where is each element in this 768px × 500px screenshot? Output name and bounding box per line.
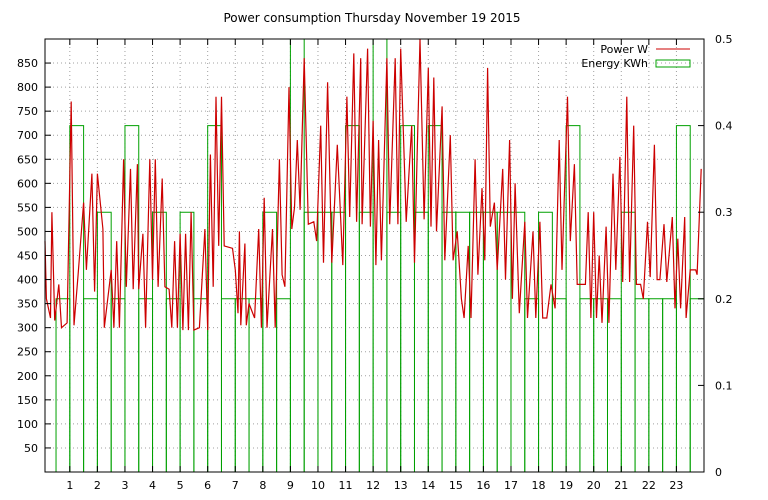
energy-bar — [276, 298, 291, 472]
y2-tick-label: 0.1 — [715, 379, 733, 392]
y-tick-label: 250 — [17, 346, 38, 359]
y-tick-label: 350 — [17, 298, 38, 311]
x-tick-label: 22 — [642, 479, 656, 492]
y2-tick-label: 0.3 — [715, 206, 733, 219]
y-tick-label: 100 — [17, 418, 38, 431]
x-tick-label: 20 — [587, 479, 601, 492]
x-tick-label: 21 — [614, 479, 628, 492]
y-tick-label: 200 — [17, 370, 38, 383]
legend-label-energy: Energy KWh — [581, 57, 648, 70]
x-tick-label: 13 — [394, 479, 408, 492]
x-tick-label: 17 — [504, 479, 518, 492]
y-tick-label: 300 — [17, 322, 38, 335]
x-tick-label: 14 — [421, 479, 435, 492]
y-tick-label: 850 — [17, 57, 38, 70]
x-tick-label: 11 — [339, 479, 353, 492]
legend: Power W Energy KWh — [581, 43, 691, 70]
y2-tick-label: 0.5 — [715, 33, 733, 46]
x-tick-label: 4 — [149, 479, 156, 492]
x-tick-label: 5 — [177, 479, 184, 492]
x-tick-label: 12 — [366, 479, 380, 492]
x-tick-label: 10 — [311, 479, 325, 492]
power-series — [44, 38, 702, 332]
energy-bar — [565, 125, 581, 472]
x-tick-label: 8 — [259, 479, 266, 492]
energy-bar — [524, 298, 540, 472]
legend-label-power: Power W — [600, 43, 648, 56]
y-tick-label: 150 — [17, 394, 38, 407]
y-tick-label: 450 — [17, 250, 38, 263]
x-tick-label: 23 — [669, 479, 683, 492]
y-tick-label: 750 — [17, 105, 38, 118]
x-tick-label: 16 — [476, 479, 490, 492]
x-tick-label: 15 — [449, 479, 463, 492]
energy-bar — [593, 298, 608, 472]
x-tick-label: 18 — [532, 479, 546, 492]
y-tick-label: 50 — [24, 442, 38, 455]
energy-bar — [662, 298, 677, 472]
y2-tick-label: 0 — [715, 466, 722, 479]
axes: 5010015020025030035040045050055060065070… — [17, 33, 733, 492]
chart-title: Power consumption Thursday November 19 2… — [223, 11, 520, 25]
energy-bar — [579, 298, 595, 472]
x-tick-label: 3 — [121, 479, 128, 492]
energy-bar — [96, 211, 112, 472]
x-tick-label: 7 — [232, 479, 239, 492]
energy-bar — [606, 298, 622, 472]
energy-bar — [220, 298, 236, 472]
x-tick-label: 2 — [94, 479, 101, 492]
energy-bar — [413, 211, 429, 472]
y-tick-label: 550 — [17, 201, 38, 214]
y-tick-label: 650 — [17, 153, 38, 166]
energy-bar — [634, 298, 650, 472]
y-tick-label: 500 — [17, 225, 38, 238]
power-line — [44, 38, 702, 332]
energy-bar — [496, 211, 512, 472]
energy-bar — [386, 211, 402, 472]
energy-bar — [551, 298, 567, 472]
x-tick-label: 19 — [559, 479, 573, 492]
x-tick-label: 1 — [66, 479, 73, 492]
energy-bar — [83, 298, 98, 472]
energy-bar — [234, 298, 250, 472]
energy-bar — [303, 211, 319, 472]
energy-bar — [55, 298, 71, 472]
x-tick-label: 9 — [287, 479, 294, 492]
energy-bar — [469, 211, 484, 472]
energy-bar — [317, 211, 333, 472]
y-tick-label: 800 — [17, 81, 38, 94]
energy-bar — [358, 211, 374, 472]
y-tick-label: 700 — [17, 129, 38, 142]
energy-bar — [193, 298, 209, 472]
x-tick-label: 6 — [204, 479, 211, 492]
y2-tick-label: 0.4 — [715, 120, 733, 133]
y-tick-label: 600 — [17, 177, 38, 190]
energy-bar — [648, 298, 664, 472]
y2-tick-label: 0.2 — [715, 293, 733, 306]
legend-swatch-energy — [655, 59, 691, 68]
y-tick-label: 400 — [17, 274, 38, 287]
